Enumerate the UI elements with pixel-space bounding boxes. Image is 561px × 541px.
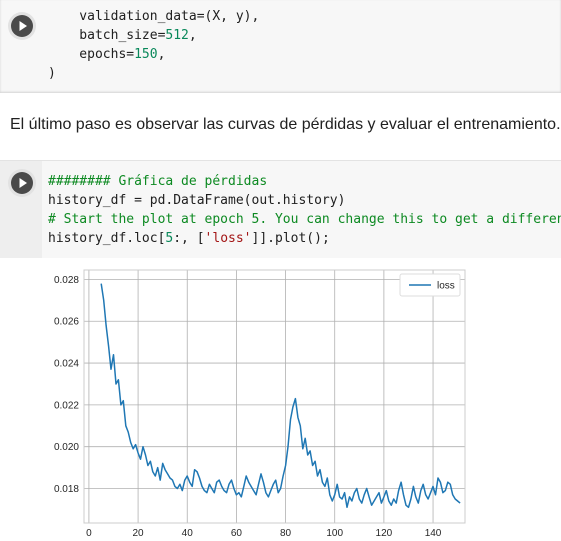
code-token: validation_data=(X, y),: [48, 9, 260, 24]
code-token: # Start the plot at epoch 5. You can cha…: [48, 212, 561, 227]
y-tick-label: 0.018: [54, 484, 79, 495]
y-tick-label: 0.024: [54, 359, 79, 370]
code-line: batch_size=512,: [48, 26, 259, 45]
x-tick-label: 80: [280, 528, 292, 539]
code-token: 512: [165, 28, 189, 43]
x-tick-label: 140: [425, 528, 442, 539]
y-tick-label: 0.026: [54, 317, 79, 328]
code-line: validation_data=(X, y),: [48, 7, 259, 26]
code-token: ): [48, 66, 56, 81]
code-token: batch_size=: [48, 28, 166, 43]
plot-area: [84, 270, 465, 523]
code-token: 150: [134, 47, 158, 62]
y-tick-label: 0.022: [54, 400, 79, 411]
y-tick-label: 0.020: [54, 442, 79, 453]
code-token: 5: [165, 231, 174, 246]
play-icon: [19, 178, 27, 188]
x-tick-label: 40: [182, 528, 194, 539]
run-cell-button-2[interactable]: [11, 172, 33, 194]
x-tick-label: 60: [231, 528, 243, 539]
code-editor-1[interactable]: validation_data=(X, y), batch_size=512, …: [48, 7, 259, 83]
play-icon: [19, 21, 27, 31]
x-tick-label: 120: [376, 528, 393, 539]
code-cell-1[interactable]: validation_data=(X, y), batch_size=512, …: [0, 0, 561, 93]
markdown-text: El último paso es observar las curvas de…: [10, 116, 561, 133]
code-line: history_df.loc[5:, ['loss']].plot();: [48, 229, 561, 248]
code-token: ,: [188, 28, 197, 43]
code-token: epochs=: [48, 47, 135, 62]
code-line: ######## Gráfica de pérdidas: [48, 172, 561, 191]
code-line: # Start the plot at epoch 5. You can cha…: [48, 210, 561, 229]
code-token: 'loss': [204, 231, 252, 246]
plot-frame: [83, 269, 466, 524]
code-line: history_df = pd.DataFrame(out.history): [48, 191, 561, 210]
cell-output: 0 20 40 60 80 100 120 140 0.018 0.020 0.022 0.024 0.…: [0, 258, 561, 541]
code-line: epochs=150,: [48, 45, 259, 64]
code-line: ): [48, 64, 259, 83]
code-token: ,: [157, 47, 166, 62]
code-token: :, [: [173, 231, 205, 246]
y-tick-label: 0.028: [54, 275, 79, 286]
series-line-loss: [100, 283, 461, 509]
code-token: ]].plot();: [251, 231, 330, 246]
x-tick-label: 0: [86, 528, 92, 539]
code-editor-2[interactable]: ######## Gráfica de pérdidas history_df =…: [48, 172, 561, 248]
code-token: history_df = pd.DataFrame(out.history): [48, 193, 346, 208]
x-tick-label: 100: [326, 528, 343, 539]
code-cell-2[interactable]: ######## Gráfica de pérdidas history_df =…: [0, 160, 561, 259]
x-tick-label: 20: [133, 528, 145, 539]
legend-label: loss: [437, 281, 455, 292]
code-token: history_df.loc[: [48, 231, 166, 246]
code-token: ######## Gráfica de pérdidas: [48, 174, 268, 189]
run-cell-button-1[interactable]: [11, 15, 33, 37]
loss-chart: 0 20 40 60 80 100 120 140 0.018 0.020 0.022 0.024 0.…: [54, 269, 466, 539]
